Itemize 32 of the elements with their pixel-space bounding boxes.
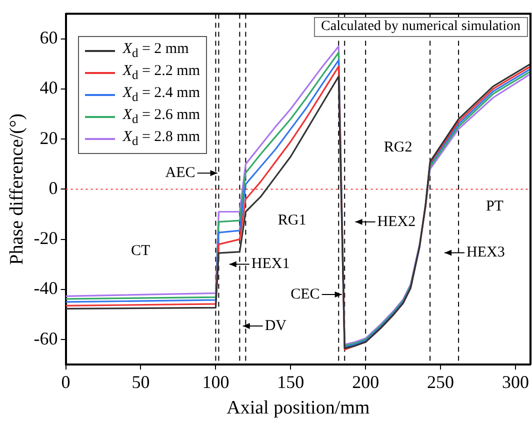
x-tick-label: 100 <box>202 372 230 392</box>
y-tick-label: -40 <box>34 278 58 298</box>
x-tick-label: 250 <box>427 372 454 392</box>
y-tick-label: -60 <box>34 328 58 348</box>
y-tick-label: 20 <box>40 128 58 148</box>
y-tick-label: 40 <box>40 78 58 98</box>
legend-label: X$_{d}$ = 2.4 mm <box>122 84 200 106</box>
legend-label: X$_{d}$ = 2.2 mm <box>122 62 200 84</box>
annotation: HEX1 <box>251 256 290 272</box>
annotation: PT <box>486 198 504 215</box>
annotation: Calculated by numerical simulation <box>314 16 528 37</box>
x-tick-label: 0 <box>61 372 70 392</box>
annotation: RG1 <box>278 212 306 229</box>
annotation: RG2 <box>384 140 412 156</box>
annotation: CT <box>131 242 150 259</box>
legend-label: X$_{d}$ = 2 mm <box>122 40 189 62</box>
y-tick-label: -20 <box>34 228 58 248</box>
y-axis-title: Phase difference/(°) <box>6 114 28 265</box>
annotation: HEX2 <box>377 214 416 230</box>
legend-label: X$_{d}$ = 2.8 mm <box>122 128 200 150</box>
x-tick-label: 150 <box>277 372 304 392</box>
annotation: DV <box>264 318 287 334</box>
annotation: HEX3 <box>466 244 505 261</box>
annotation: AEC <box>165 165 196 181</box>
legend-label: X$_{d}$ = 2.6 mm <box>122 106 200 128</box>
x-tick-label: 50 <box>132 372 150 392</box>
x-axis-title: Axial position/mm <box>226 398 370 419</box>
x-tick-label: 200 <box>352 372 380 392</box>
y-tick-label: 60 <box>40 28 58 48</box>
y-tick-label: 0 <box>48 178 58 198</box>
annotation: CEC <box>290 286 320 302</box>
x-tick-label: 300 <box>502 372 529 392</box>
